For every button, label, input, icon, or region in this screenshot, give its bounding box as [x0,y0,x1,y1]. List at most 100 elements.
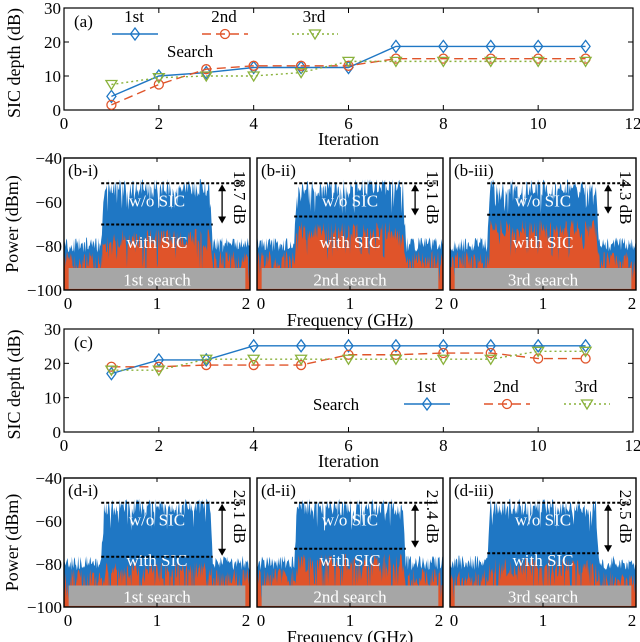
with-sic-label: with SIC [127,551,188,570]
x-tick-label: 2 [628,611,637,630]
data-point [389,354,403,366]
panel-label: (b-ii) [261,161,296,180]
x-axis-label: Frequency (GHz) [287,310,413,331]
arrow-head-down [411,540,420,548]
search-banner [68,585,246,606]
legend-marker [580,399,594,411]
data-point [485,347,496,359]
wo-sic-label: w/o SIC [515,191,571,210]
with-sic-label: with SIC [513,233,574,252]
data-point [247,71,261,83]
spectrum-panel: 1st search w/o SIC with SIC 25.1 dB (d-i) 0 1 2… [27,469,251,630]
y-tick-label: 30 [44,0,61,18]
data-point [578,56,593,68]
data-point [438,347,449,359]
with-sic-label: with SIC [320,551,381,570]
series-line [111,345,586,375]
arrow-head-down [218,216,227,224]
x-tick-label: 0 [450,294,459,313]
data-point [578,346,593,358]
y-axis-label: Power (dBm) [2,494,23,592]
data-point [343,338,354,353]
y-tick-label: −60 [35,193,62,212]
depth-label: 21.4 dB [423,490,442,544]
search-banner-label: 1st search [123,271,191,290]
x-tick-label: 8 [439,114,448,133]
legend-title: Search [313,395,360,414]
y-tick-label: 30 [44,320,61,339]
spectrum-panel: 3rd search w/o SIC with SIC 14.3 dB (b-iii) 0… [449,157,637,313]
data-point [438,39,449,54]
depth-label: 18.7 dB [230,171,249,225]
x-tick-label: 1 [539,294,548,313]
panel-label: (a) [74,12,93,31]
data-point [294,67,308,79]
data-point [436,56,450,68]
x-tick-label: 2 [155,436,164,455]
data-point [484,56,498,68]
x-tick-label: 12 [625,436,640,455]
x-tick-label: 1 [539,611,548,630]
x-tick-label: 2 [435,294,444,313]
panel-label: (d-ii) [261,481,296,500]
data-point [580,353,591,364]
y-axis-label: SIC depth (dB) [4,329,25,439]
spectrum-panel: 2nd search w/o SIC with SIC 21.4 dB (d-ii) 0 1… [256,477,444,630]
with-sic-label: with SIC [513,551,574,570]
wo-sic-label: w/o SIC [129,191,185,210]
data-point [104,79,119,91]
panel-label: (c) [74,333,93,352]
data-point [436,354,450,366]
x-tick-label: 1 [346,611,355,630]
y-axis-label: SIC depth (dB) [4,8,25,118]
legend-marker [308,29,322,41]
arrow-head-up [218,503,227,511]
x-tick-label: 0 [60,436,69,455]
arrow-head-up [604,184,613,192]
line-chart-c: 0 2 4 6 8 10 12 0 10 20 30 Iteration SIC depth (dB) (… [4,320,640,471]
y-tick-label: 20 [44,33,61,52]
data-point [248,359,259,371]
x-tick-label: 0 [257,611,266,630]
data-point [152,73,166,84]
data-point [199,71,213,83]
legend-label: 2nd [493,377,519,396]
depth-label: 14.3 dB [616,171,635,225]
data-point [532,39,544,54]
x-tick-label: 1 [153,611,162,630]
y-tick-label: 0 [53,101,62,120]
panel-label: (d-i) [68,481,98,500]
x-tick-label: 4 [249,114,258,133]
x-tick-label: 1 [346,294,355,313]
x-tick-label: 4 [249,436,258,455]
data-point [532,338,544,353]
search-banner [454,268,632,289]
data-point [248,338,259,353]
y-tick-label: 10 [44,389,61,408]
y-tick-label: −100 [27,598,62,617]
legend-label: 3rd [575,377,598,396]
plot-frame [63,328,634,433]
legend-marker [421,396,433,412]
x-tick-label: 10 [530,114,547,133]
x-axis-label: Iteration [318,451,379,471]
line-chart-a: 0 2 4 6 8 10 12 0 10 20 30 Iteration SIC depth (dB) (… [4,0,640,149]
y-tick-label: 10 [44,67,61,86]
data-point [201,359,212,371]
legend-title: Search [167,42,214,61]
legend-label: 3rd [303,7,326,26]
search-banner [68,268,246,289]
with-sic-label: with SIC [320,233,381,252]
data-point [153,79,164,90]
legend: 1st 2nd 3rd Search [313,377,610,414]
wo-sic-label: w/o SIC [322,510,378,529]
y-axis-label: Power (dBm) [2,175,23,273]
series-3rd [104,56,593,91]
x-tick-label: 2 [628,294,637,313]
x-tick-label: 12 [625,114,640,133]
data-point [106,366,117,381]
x-axis-label: Frequency (GHz) [287,627,413,642]
plot-frame [63,7,634,111]
legend: 1st 2nd 3rd Search [112,7,338,61]
